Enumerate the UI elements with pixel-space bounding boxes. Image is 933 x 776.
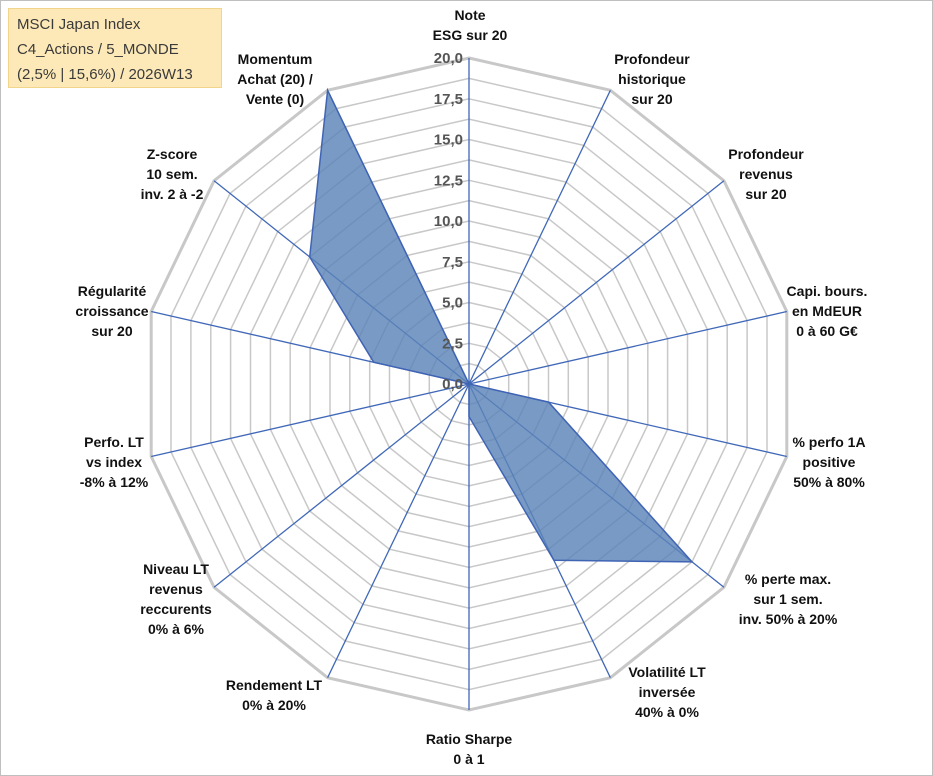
category-label: Note	[454, 7, 485, 23]
category-label: sur 20	[745, 186, 786, 202]
category-label: Capi. bours.	[787, 283, 868, 299]
radar-series	[308, 87, 694, 563]
tick-label: 7,5	[442, 254, 463, 271]
category-label: inv. 50% à 20%	[739, 611, 838, 627]
category-label: Ratio Sharpe	[426, 731, 513, 747]
category-label: positive	[803, 454, 856, 470]
category-label: revenus	[739, 166, 793, 182]
radar-category-labels: Note ESG sur 20 Profondeur historique sur 20…	[75, 7, 867, 767]
axis-spoke	[327, 383, 470, 678]
category-label: Momentum	[238, 51, 313, 67]
title-line-3: (2,5% | 15,6%) / 2026W13	[17, 66, 193, 83]
tick-label: 5,0	[442, 295, 463, 312]
category-label: vs index	[86, 454, 142, 470]
category-label: Profondeur	[728, 146, 804, 162]
category-label: Achat (20) /	[237, 71, 313, 87]
category-label: Z-score	[147, 146, 198, 162]
axis-spoke	[468, 90, 611, 385]
category-label: -8% à 12%	[80, 474, 149, 490]
title-line-2: C4_Actions / 5_MONDE	[17, 41, 179, 58]
category-label: Niveau LT	[143, 561, 209, 577]
category-label: historique	[618, 71, 686, 87]
tick-label: 0,0	[442, 376, 463, 393]
tick-label: 17,5	[434, 91, 463, 108]
category-label: 0% à 20%	[242, 697, 306, 713]
category-label: 0 à 1	[453, 751, 484, 767]
category-label: 50% à 80%	[793, 474, 865, 490]
category-label: inv. 2 à -2	[141, 186, 204, 202]
category-label: sur 20	[631, 91, 672, 107]
category-label: Perfo. LT	[84, 434, 144, 450]
tick-label: 15,0	[434, 132, 463, 149]
axis-spoke	[151, 383, 470, 458]
axis-spoke	[468, 310, 787, 385]
axis-spoke	[468, 180, 725, 385]
tick-label: 2,5	[442, 335, 463, 352]
radar-tick-labels: 0,0 2,5 5,0 7,5 10,0 12,5 15,0 17,5 20,0	[434, 50, 463, 393]
series-area	[308, 87, 694, 563]
tick-label: 10,0	[434, 213, 463, 230]
category-label: Régularité	[78, 283, 147, 299]
category-label: sur 20	[91, 323, 132, 339]
title-line-1: MSCI Japan Index	[17, 16, 141, 33]
category-label: Volatilité LT	[628, 664, 706, 680]
title-box: MSCI Japan Index C4_Actions / 5_MONDE (2…	[8, 8, 222, 88]
category-label: ESG sur 20	[433, 27, 508, 43]
category-label: sur 1 sem.	[753, 591, 822, 607]
category-label: 0% à 6%	[148, 621, 205, 637]
category-label: % perfo 1A	[792, 434, 865, 450]
category-label: Profondeur	[614, 51, 690, 67]
category-label: % perte max.	[745, 571, 831, 587]
tick-label: 20,0	[434, 50, 463, 67]
tick-label: 12,5	[434, 172, 463, 189]
category-label: Rendement LT	[226, 677, 323, 693]
category-label: reccurents	[140, 601, 212, 617]
category-label: 0 à 60 G€	[796, 323, 858, 339]
category-label: 40% à 0%	[635, 704, 699, 720]
axis-spoke	[213, 383, 470, 588]
category-label: revenus	[149, 581, 203, 597]
category-label: croissance	[75, 303, 148, 319]
category-label: 10 sem.	[146, 166, 197, 182]
category-label: en MdEUR	[792, 303, 862, 319]
category-label: inversée	[639, 684, 696, 700]
category-label: Vente (0)	[246, 91, 304, 107]
